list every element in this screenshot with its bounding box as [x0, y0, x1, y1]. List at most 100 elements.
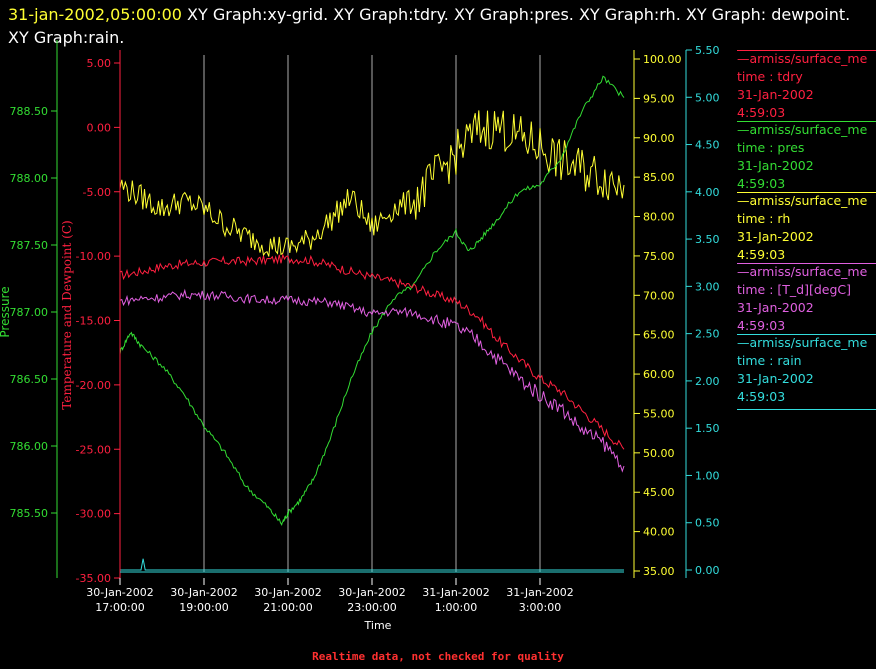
pres-tick-label: 787.50 [10, 239, 49, 252]
rh-tick-label: 95.00 [643, 92, 675, 105]
x-tick-label-time: 21:00:00 [263, 601, 312, 614]
series-line-2 [119, 75, 625, 526]
x-tick-label-time: 3:00:00 [519, 601, 561, 614]
x-tick-label-date: 30-Jan-2002 [338, 586, 406, 599]
x-tick-label-date: 31-Jan-2002 [506, 586, 574, 599]
legend-date: 31-Jan-2002 [737, 371, 814, 386]
legend-swatch [737, 334, 876, 335]
x-tick-label-date: 30-Jan-2002 [86, 586, 154, 599]
temp-axis: 5.00 0.00 -5.00 -10.00 -15.00 -20.00 -25.00 -30… [76, 50, 121, 585]
legend-date: 31-Jan-2002 [737, 300, 814, 315]
rain-tick-label: 0.50 [695, 517, 720, 530]
quality-note: Realtime data, not checked for quality [312, 650, 564, 663]
temp-tick-label: -30.00 [76, 508, 111, 521]
rain-tick-label: 2.00 [695, 375, 720, 388]
rh-tick-label: 35.00 [643, 565, 675, 578]
legend-time: 4:59:03 [737, 389, 786, 404]
rain-tick-label: 1.50 [695, 422, 720, 435]
rain-tick-label: 5.50 [695, 44, 720, 57]
x-tick-label-time: 23:00:00 [347, 601, 396, 614]
rh-tick-label: 75.00 [643, 250, 675, 263]
title-text: XY Graph:xy-grid. XY Graph:tdry. XY Grap… [8, 5, 851, 47]
vertical-gridlines [203, 55, 541, 572]
rain-tick-label: 3.00 [695, 280, 720, 293]
pres-tick-label: 786.50 [10, 373, 49, 386]
legend-label: time : [T_d][degC] [737, 282, 852, 297]
legend-swatch [737, 192, 876, 193]
rh-tick-label: 65.00 [643, 329, 675, 342]
x-tick-label-time: 1:00:00 [435, 601, 477, 614]
rain-tick-label: 1.00 [695, 469, 720, 482]
rh-tick-label: 80.00 [643, 211, 675, 224]
rh-tick-label: 85.00 [643, 171, 675, 184]
legend-time: 4:59:03 [737, 318, 786, 333]
rain-tick-label: 2.50 [695, 328, 720, 341]
legend-swatch [737, 121, 876, 122]
title-date: 31-jan-2002,05:00:00 [8, 5, 182, 24]
rain-tick-label: 0.00 [695, 564, 720, 577]
legend-source: —armiss/surface_me [737, 193, 868, 208]
temp-tick-label: 0.00 [87, 121, 112, 134]
rh-axis: 100.00 95.00 90.00 85.00 80.00 75.00 70.00 65.0… [633, 50, 682, 578]
legend-label: time : rain [737, 353, 802, 368]
legend-date: 31-Jan-2002 [737, 158, 814, 173]
legend-label: time : rh [737, 211, 791, 226]
pres-tick-label: 786.00 [10, 440, 49, 453]
legend-swatch [737, 263, 876, 264]
rh-tick-label: 50.00 [643, 447, 675, 460]
rh-tick-label: 90.00 [643, 132, 675, 145]
temp-tick-label: -25.00 [76, 443, 111, 456]
temperature-axis-title: Temperature and Dewpoint (C) [60, 220, 74, 409]
temp-tick-label: -5.00 [83, 186, 111, 199]
rh-tick-label: 70.00 [643, 289, 675, 302]
pressure-axis-title: Pressure [0, 286, 12, 337]
temp-tick-label: -20.00 [76, 379, 111, 392]
legend-date: 31-Jan-2002 [737, 229, 814, 244]
legend-source: —armiss/surface_me [737, 335, 868, 350]
rh-tick-label: 45.00 [643, 486, 675, 499]
rain-tick-label: 4.50 [695, 139, 720, 152]
series-line-5 [120, 558, 624, 571]
pres-tick-label: 788.00 [10, 172, 49, 185]
temp-tick-label: -15.00 [76, 315, 111, 328]
series-line-1 [119, 253, 625, 450]
rh-tick-label: 100.00 [643, 53, 682, 66]
pres-axis: 788.50 788.00 787.50 787.00 786.50 786.00 785.… [10, 40, 58, 578]
rain-tick-label: 5.00 [695, 91, 720, 104]
pres-tick-label: 787.00 [10, 306, 49, 319]
x-axis-title: Time [364, 619, 392, 632]
legend-time: 4:59:03 [737, 176, 786, 191]
x-tick-label-date: 30-Jan-2002 [170, 586, 238, 599]
pres-tick-label: 785.50 [10, 507, 49, 520]
legend-source: —armiss/surface_me [737, 122, 868, 137]
rh-tick-label: 40.00 [643, 526, 675, 539]
chart-title: 31-jan-2002,05:00:00 XY Graph:xy-grid. X… [8, 3, 874, 49]
rain-axis: 5.50 5.00 4.50 4.00 3.50 3.00 2.50 2.00 1.50 1.00… [685, 44, 720, 578]
temp-tick-label: -35.00 [76, 572, 111, 585]
series-line-3 [119, 110, 625, 257]
x-tick-label-date: 31-Jan-2002 [422, 586, 490, 599]
rain-tick-label: 4.00 [695, 186, 720, 199]
legend-source: —armiss/surface_me [737, 51, 868, 66]
rh-tick-label: 55.00 [643, 407, 675, 420]
legend-entry: —armiss/surface_me time : [T_d][degC] 31-J… [737, 263, 876, 335]
x-tick-label-time: 17:00:00 [95, 601, 144, 614]
legend-time: 4:59:03 [737, 105, 786, 120]
legend-time: 4:59:03 [737, 247, 786, 262]
series-layer [119, 75, 625, 571]
legend-label: time : tdry [737, 69, 803, 84]
legend-bottom-rule [737, 409, 876, 410]
legend-date: 31-Jan-2002 [737, 87, 814, 102]
pres-tick-label: 788.50 [10, 105, 49, 118]
rain-tick-label: 3.50 [695, 233, 720, 246]
temp-tick-label: 5.00 [87, 57, 112, 70]
legend-label: time : pres [737, 140, 805, 155]
axes-layer: 5.00 0.00 -5.00 -10.00 -15.00 -20.00 -25.00 -30… [0, 40, 720, 632]
x-tick-label-time: 19:00:00 [179, 601, 228, 614]
x-tick-label-date: 30-Jan-2002 [254, 586, 322, 599]
